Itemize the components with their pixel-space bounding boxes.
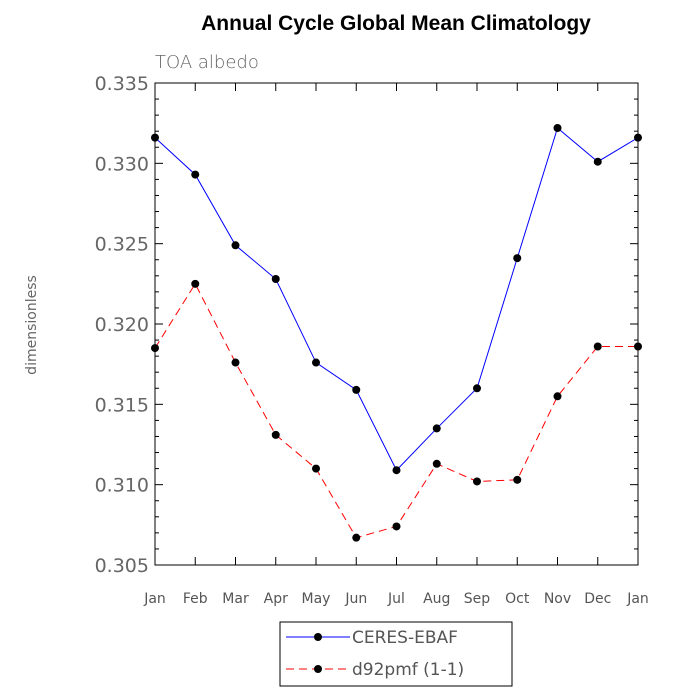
x-tick-label: Apr bbox=[264, 591, 288, 607]
series-layer bbox=[151, 123, 642, 542]
x-tick-label: Feb bbox=[183, 591, 208, 607]
data-point bbox=[593, 342, 602, 351]
data-point bbox=[473, 477, 481, 486]
data-point bbox=[432, 459, 441, 468]
legend-marker bbox=[314, 633, 322, 641]
y-tick-label: 0.335 bbox=[95, 73, 149, 95]
series-line-1 bbox=[154, 127, 639, 472]
legend-label: d92pmf (1-1) bbox=[352, 660, 464, 680]
data-point bbox=[352, 385, 361, 394]
x-tick-label: Jul bbox=[387, 591, 405, 607]
data-point bbox=[352, 533, 361, 542]
chart-title: Annual Cycle Global Mean Climatology bbox=[201, 12, 591, 35]
data-point bbox=[271, 275, 280, 284]
x-tick-label: Jun bbox=[344, 591, 367, 607]
data-point bbox=[312, 464, 320, 473]
y-axis-label: dimensionless bbox=[24, 275, 40, 375]
data-point bbox=[432, 424, 441, 433]
x-tick-label: Dec bbox=[584, 591, 611, 607]
data-point bbox=[392, 522, 401, 531]
data-point bbox=[191, 279, 200, 288]
x-tick-label: May bbox=[302, 591, 331, 607]
x-tick-label: Aug bbox=[423, 591, 450, 607]
data-point bbox=[231, 241, 240, 250]
legend: CERES-EBAF d92pmf (1-1) bbox=[279, 621, 513, 687]
data-point bbox=[392, 466, 401, 475]
data-point bbox=[593, 157, 602, 166]
data-point bbox=[513, 254, 522, 263]
data-point bbox=[513, 475, 522, 484]
y-tick-label: 0.315 bbox=[95, 394, 149, 416]
x-tick-label: Jan bbox=[626, 591, 649, 607]
data-point bbox=[553, 123, 562, 132]
x-tick-label: Oct bbox=[505, 591, 530, 607]
data-point bbox=[151, 344, 159, 353]
data-point bbox=[634, 342, 642, 351]
data-point bbox=[473, 384, 481, 393]
y-tick-label: 0.330 bbox=[95, 153, 149, 175]
x-tick-label: Mar bbox=[222, 591, 249, 607]
data-point bbox=[271, 430, 280, 439]
legend-marker bbox=[314, 665, 322, 673]
axis-ticks: Jan Feb Mar Apr May Jun Jul Aug Sep Oct Nov Dec Jan 0… bbox=[95, 73, 649, 607]
y-tick-label: 0.310 bbox=[95, 475, 149, 497]
x-tick-label: Jan bbox=[143, 591, 166, 607]
data-point bbox=[151, 133, 159, 142]
data-point bbox=[634, 133, 642, 142]
data-point bbox=[312, 358, 320, 367]
data-point bbox=[553, 392, 562, 401]
y-tick-label: 0.325 bbox=[95, 234, 149, 256]
y-tick-label: 0.320 bbox=[95, 314, 149, 336]
data-point bbox=[231, 358, 240, 367]
legend-label: CERES-EBAF bbox=[352, 628, 458, 648]
x-tick-label: Nov bbox=[544, 591, 571, 607]
plot-area-frame bbox=[154, 82, 639, 566]
data-point bbox=[191, 170, 200, 179]
x-tick-label: Sep bbox=[464, 591, 491, 607]
chart-subtitle: TOA albedo bbox=[155, 52, 259, 73]
y-tick-label: 0.305 bbox=[95, 555, 149, 577]
legend-box bbox=[279, 621, 513, 687]
series-line-2 bbox=[154, 282, 638, 539]
